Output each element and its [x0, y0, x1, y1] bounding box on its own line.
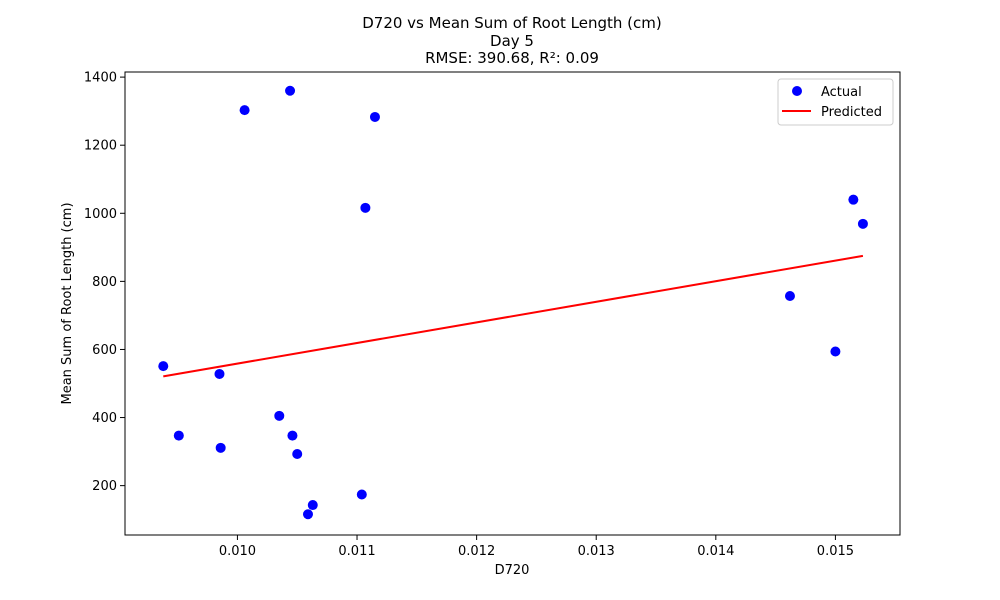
y-axis: 200 400 600 800 1000 1200 1400	[84, 71, 125, 494]
actual-data-point	[830, 346, 841, 357]
actual-data-point	[784, 291, 795, 302]
actual-data-point	[292, 448, 303, 459]
actual-data-point	[287, 430, 298, 441]
predicted-regression-line	[163, 254, 864, 378]
actual-data-point	[239, 105, 250, 116]
y-tick-label: 800	[92, 275, 117, 290]
x-tick-label: 0.013	[578, 544, 615, 559]
y-tick-label: 1400	[84, 71, 117, 86]
y-tick-label: 1000	[84, 207, 117, 222]
y-tick-label: 1200	[84, 139, 117, 154]
legend-box	[777, 78, 894, 126]
x-tick-label: 0.010	[219, 544, 256, 559]
x-axis-label: D720	[495, 563, 530, 578]
actual-data-point	[302, 509, 313, 520]
y-axis-label: Mean Sum of Root Length (cm)	[60, 202, 75, 404]
legend-predicted-label: Predicted	[821, 105, 882, 120]
actual-data-point	[215, 442, 226, 453]
x-tick-label: 0.012	[458, 544, 495, 559]
y-tick-label: 600	[92, 343, 117, 358]
actual-data-point	[848, 194, 859, 205]
y-tick-label: 200	[92, 479, 117, 494]
x-tick-label: 0.011	[338, 544, 375, 559]
plot-frame	[124, 71, 901, 536]
legend: Actual Predicted	[777, 78, 894, 126]
x-axis: 0.010 0.011 0.012 0.013 0.014 0.015	[219, 535, 854, 559]
actual-data-point	[214, 368, 225, 379]
plot-marks	[158, 85, 868, 520]
y-tick-label: 400	[92, 411, 117, 426]
actual-data-point	[356, 489, 367, 500]
chart-metrics: RMSE: 390.68, R²: 0.09	[425, 49, 599, 67]
actual-data-point	[307, 500, 318, 511]
actual-data-point	[173, 430, 184, 441]
x-tick-label: 0.014	[697, 544, 734, 559]
actual-data-point	[369, 111, 380, 122]
chart-title: D720 vs Mean Sum of Root Length (cm)	[362, 14, 662, 32]
actual-data-point	[274, 410, 285, 421]
actual-data-point	[285, 85, 296, 96]
actual-data-point	[360, 202, 371, 213]
actual-data-point	[857, 218, 868, 229]
legend-actual-label: Actual	[821, 85, 862, 100]
x-tick-label: 0.015	[817, 544, 854, 559]
actual-data-point	[158, 361, 169, 372]
chart-subtitle: Day 5	[490, 32, 534, 50]
legend-actual-marker	[792, 86, 802, 96]
